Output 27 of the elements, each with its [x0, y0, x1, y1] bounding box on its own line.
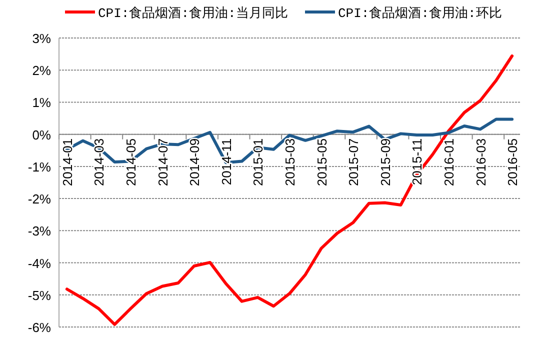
- y-tick-label: -3%: [28, 224, 52, 239]
- x-tick-label: 2014-11: [218, 138, 234, 186]
- y-tick-label: -6%: [28, 320, 52, 335]
- x-tick-label: 2016-05: [505, 138, 520, 186]
- legend-label: CPI:食品烟酒:食用油:环比: [338, 6, 502, 21]
- x-tick-label: 2016-01: [441, 138, 456, 186]
- x-tick-label: 2014-09: [187, 138, 202, 186]
- x-tick-label: 2014-05: [124, 138, 139, 186]
- x-tick-label: 2015-03: [282, 138, 298, 186]
- x-tick-label: 2014-03: [92, 138, 107, 186]
- x-tick-label: 2014-07: [155, 138, 170, 186]
- x-tick-label: 2016-03: [473, 138, 488, 186]
- y-tick-label: 0%: [32, 127, 52, 142]
- x-tick-label: 2015-01: [250, 138, 266, 186]
- x-tick-label: 2014-01: [60, 138, 75, 186]
- legend-label: CPI:食品烟酒:食用油:当月同比: [98, 6, 288, 21]
- x-tick-label: 2015-05: [314, 138, 330, 186]
- x-tick-label: 2015-07: [346, 138, 362, 186]
- x-tick-label: 2015-11: [410, 138, 425, 186]
- y-tick-label: 3%: [32, 31, 52, 46]
- x-tick-label: 2015-09: [378, 138, 393, 186]
- y-tick-label: -2%: [28, 192, 52, 207]
- y-tick-label: 1%: [32, 95, 52, 110]
- y-tick-label: -4%: [28, 256, 52, 271]
- y-tick-label: -5%: [28, 288, 52, 303]
- y-tick-label: 2%: [32, 63, 52, 78]
- y-tick-label: -1%: [28, 159, 52, 174]
